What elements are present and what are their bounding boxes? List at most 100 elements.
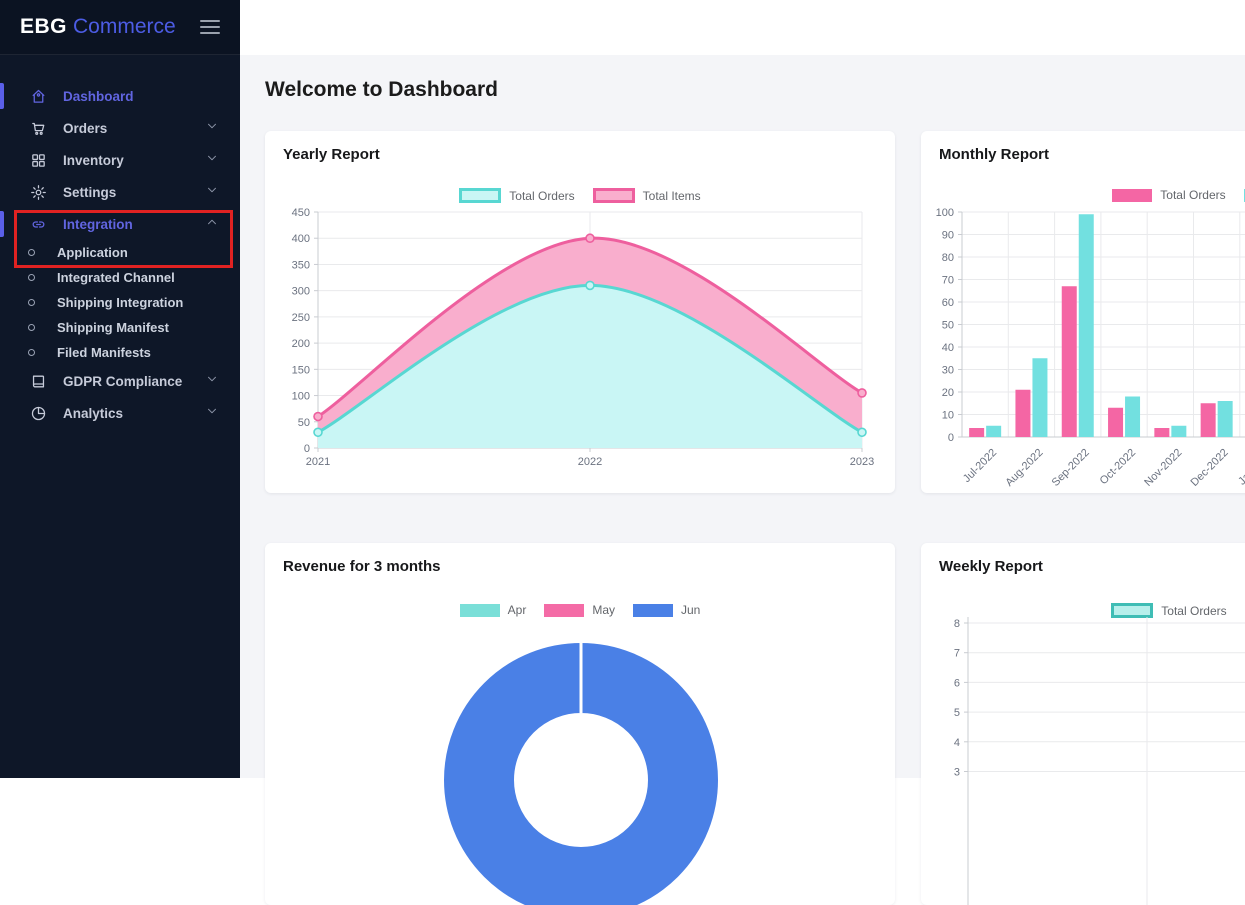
svg-text:100: 100 [936,207,954,219]
sidebar-item-integration[interactable]: Integration [0,208,240,240]
sidebar-subitem-filed-manifests[interactable]: Filed Manifests [0,340,240,365]
main-content: Welcome to Dashboard Yearly Report Total… [240,55,1245,778]
svg-text:Nov-2022: Nov-2022 [1142,447,1184,489]
sidebar-subitem-label: Shipping Manifest [57,320,169,335]
brand-bold: EBG [20,15,67,39]
sidebar-item-label: Settings [63,185,116,200]
logo-area: EBG Commerce [0,0,240,55]
svg-text:Sep-2022: Sep-2022 [1050,447,1092,489]
sidebar-subitem-shipping-integration[interactable]: Shipping Integration [0,290,240,315]
top-header-bar [240,0,1245,55]
sidebar: EBG Commerce Dashboard Orders Inventory Set… [0,0,240,778]
sidebar-item-label: GDPR Compliance [63,374,182,389]
sidebar-item-label: Inventory [63,153,124,168]
svg-text:150: 150 [292,364,310,376]
sidebar-item-orders[interactable]: Orders [0,112,240,144]
svg-text:400: 400 [292,233,310,245]
chevron-down-icon [206,151,218,169]
chevron-down-icon [206,120,218,132]
sidebar-item-label: Analytics [63,406,123,421]
sidebar-item-gdpr-compliance[interactable]: GDPR Compliance [0,365,240,397]
svg-text:2022: 2022 [578,456,602,468]
bullet-circle-icon [28,324,35,331]
svg-text:5: 5 [954,707,960,719]
home-icon [30,88,47,105]
chevron-up-icon [206,216,218,228]
link-icon [30,216,47,233]
svg-text:50: 50 [298,417,310,429]
svg-text:10: 10 [942,410,954,422]
svg-text:300: 300 [292,286,310,298]
bullet-circle-icon [28,299,35,306]
sidebar-item-label: Dashboard [63,89,134,104]
sidebar-subitem-label: Integrated Channel [57,270,175,285]
svg-text:70: 70 [942,275,954,287]
chevron-down-icon [206,152,218,164]
svg-text:2021: 2021 [306,456,330,468]
chevron-down-icon [206,405,218,417]
cart-icon [30,120,47,137]
svg-text:7: 7 [954,648,960,660]
svg-text:Jul-2022: Jul-2022 [961,447,999,485]
sidebar-subitem-integrated-channel[interactable]: Integrated Channel [0,265,240,290]
bullet-circle-icon [28,274,35,281]
book-icon [30,373,47,390]
bullet-circle-icon [28,249,35,256]
sidebar-nav: Dashboard Orders Inventory Settings Integrat… [0,80,240,429]
svg-text:100: 100 [292,391,310,403]
svg-text:20: 20 [942,387,954,399]
revenue-doughnut-chart [265,543,895,905]
bullet-circle-icon [28,349,35,356]
chevron-down-icon [206,184,218,196]
chevron-down-icon [206,183,218,201]
weekly-bar-chart: 8 7 6 5 4 3 [921,543,1245,905]
svg-text:80: 80 [942,252,954,264]
svg-text:Aug-2022: Aug-2022 [1003,447,1045,489]
sidebar-item-analytics[interactable]: Analytics [0,397,240,429]
svg-text:2023: 2023 [850,456,874,468]
svg-text:3: 3 [954,767,960,779]
sidebar-subitem-shipping-manifest[interactable]: Shipping Manifest [0,315,240,340]
sidebar-item-settings[interactable]: Settings [0,176,240,208]
svg-text:60: 60 [942,297,954,309]
svg-text:350: 350 [292,259,310,271]
sidebar-subitem-application[interactable]: Application [0,240,240,265]
page-title: Welcome to Dashboard [265,78,498,102]
svg-text:6: 6 [954,677,960,689]
active-indicator [0,83,4,109]
svg-text:4: 4 [954,737,960,749]
active-indicator [0,211,4,237]
yearly-area-chart: 0 50 100 150 200 250 300 350 400 450 2021 2022 2023 [265,131,895,493]
sidebar-subitem-label: Application [57,245,128,260]
svg-text:Oct-2022: Oct-2022 [1098,447,1138,487]
svg-text:8: 8 [954,618,960,630]
svg-text:0: 0 [948,432,954,444]
sidebar-item-dashboard[interactable]: Dashboard [0,80,240,112]
chevron-down-icon [206,372,218,390]
sidebar-subitem-label: Filed Manifests [57,345,151,360]
chevron-down-icon [206,373,218,385]
sidebar-subitem-label: Shipping Integration [57,295,183,310]
svg-text:40: 40 [942,342,954,354]
pie-icon [30,405,47,422]
svg-text:Jan-2023: Jan-2023 [1236,447,1245,488]
svg-text:30: 30 [942,365,954,377]
svg-text:450: 450 [292,207,310,219]
svg-text:Dec-2022: Dec-2022 [1189,447,1231,489]
svg-text:90: 90 [942,230,954,242]
chevron-down-icon [206,119,218,137]
sidebar-item-label: Orders [63,121,107,136]
brand-regular: Commerce [73,15,176,39]
chevron-down-icon [206,404,218,422]
sidebar-item-inventory[interactable]: Inventory [0,144,240,176]
svg-text:0: 0 [304,443,310,455]
hamburger-menu-icon[interactable] [200,20,220,34]
svg-text:250: 250 [292,312,310,324]
svg-text:200: 200 [292,338,310,350]
sidebar-item-label: Integration [63,217,133,232]
